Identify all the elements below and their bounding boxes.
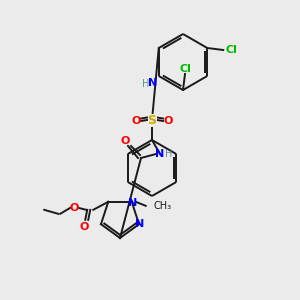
Text: CH₃: CH₃ (154, 201, 172, 211)
Text: Cl: Cl (225, 45, 237, 55)
Text: O: O (80, 222, 89, 232)
Text: N: N (148, 78, 157, 88)
Text: O: O (163, 116, 173, 126)
Text: N: N (128, 198, 137, 208)
Text: H: H (142, 79, 149, 89)
Text: S: S (148, 113, 157, 127)
Text: Cl: Cl (179, 64, 191, 74)
Text: H: H (165, 149, 173, 159)
Text: N: N (155, 149, 165, 159)
Text: O: O (120, 136, 130, 146)
Text: N: N (135, 219, 145, 229)
Text: O: O (131, 116, 141, 126)
Text: O: O (70, 203, 79, 213)
